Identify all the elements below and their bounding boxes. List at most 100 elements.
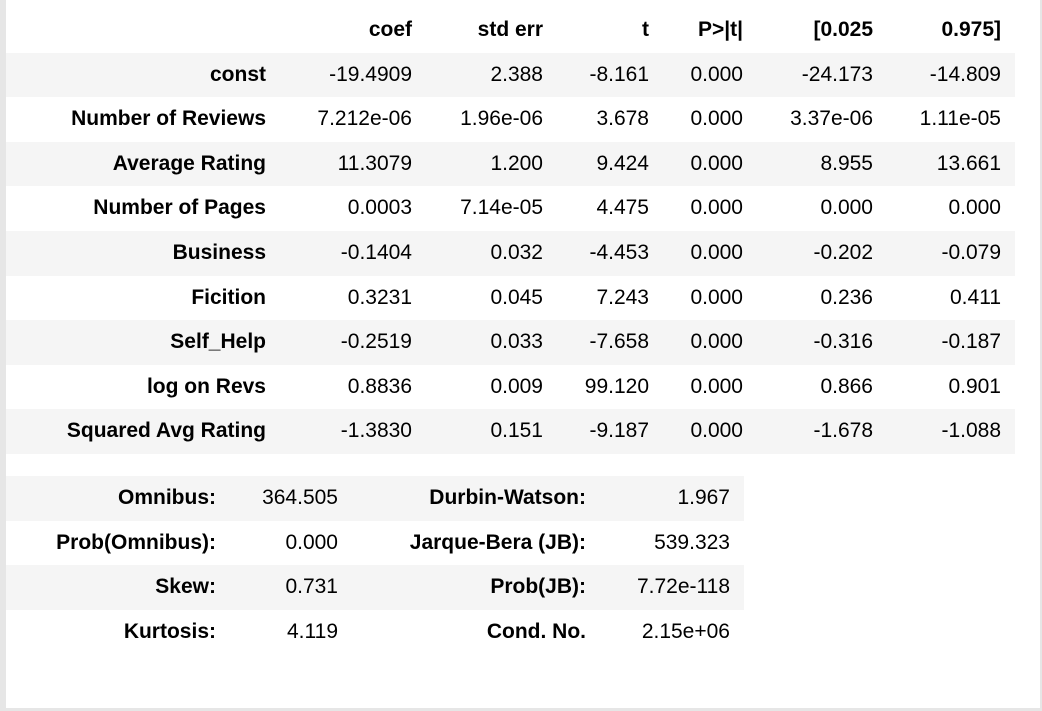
row-label: Number of Reviews <box>71 107 266 131</box>
regression-output: coef std err t P>|t| [0.025 0.975] const… <box>6 0 1040 708</box>
cell-ci-upper: -0.079 <box>941 240 1001 264</box>
cell-std-err: 1.96e-06 <box>460 107 543 131</box>
cell-ci-upper: 0.411 <box>950 285 1001 309</box>
cell-t: -8.161 <box>589 62 649 86</box>
diag-label: Cond. No. <box>486 619 586 643</box>
table-row: Squared Avg Rating -1.3830 0.151 -9.187 … <box>6 409 1015 454</box>
diag-label: Durbin-Watson: <box>429 486 586 509</box>
cell-p-value: 0.000 <box>690 107 743 131</box>
header-blank <box>6 8 280 53</box>
cell-p-value: 0.000 <box>690 419 743 443</box>
cell-p-value: 0.000 <box>690 62 743 86</box>
diag-label: Prob(Omnibus): <box>56 530 216 554</box>
cell-t: 4.475 <box>596 196 649 220</box>
table-row: log on Revs 0.8836 0.009 99.120 0.000 0.… <box>6 365 1015 410</box>
cell-t: -4.453 <box>589 240 649 264</box>
cell-coef: 7.212e-06 <box>317 107 412 131</box>
cell-coef: -1.3830 <box>340 419 412 443</box>
table-row: Number of Reviews 7.212e-06 1.96e-06 3.6… <box>6 97 1015 142</box>
diag-value: 7.72e-118 <box>636 575 730 599</box>
row-label: const <box>209 62 266 86</box>
diag-value: 0.731 <box>285 575 338 599</box>
header-std-err: std err <box>477 18 543 41</box>
diag-label: Omnibus: <box>118 486 216 509</box>
diag-label: Jarque-Bera (JB): <box>409 530 586 554</box>
cell-p-value: 0.000 <box>690 374 743 398</box>
cell-std-err: 0.009 <box>490 374 543 398</box>
row-label: Squared Avg Rating <box>66 419 266 443</box>
table-row: const -19.4909 2.388 -8.161 0.000 -24.17… <box>6 52 1015 98</box>
diag-value: 1.967 <box>677 486 730 509</box>
header-p-value: P>|t| <box>697 18 743 41</box>
cell-ci-lower: -1.678 <box>813 419 873 443</box>
row-label: Number of Pages <box>93 196 266 220</box>
row-label: Ficition <box>191 285 266 309</box>
diag-label: Prob(JB): <box>490 575 586 599</box>
cell-ci-lower: 0.866 <box>820 374 873 398</box>
cell-coef: -0.2519 <box>340 330 412 354</box>
cell-ci-lower: -0.316 <box>813 330 873 354</box>
cell-ci-upper: 0.000 <box>948 196 1001 220</box>
diag-value: 2.15e+06 <box>641 619 730 643</box>
cell-t: 9.424 <box>596 151 649 175</box>
diag-value: 4.119 <box>287 619 338 643</box>
header-ci-upper: 0.975] <box>941 18 1001 41</box>
cell-ci-upper: -0.187 <box>941 330 1001 354</box>
row-label: Average Rating <box>112 151 266 175</box>
diag-label: Skew: <box>155 575 216 599</box>
diagnostics-table: Omnibus: 364.505 Durbin-Watson: 1.967 Pr… <box>6 476 744 654</box>
cell-std-err: 0.151 <box>490 419 543 443</box>
table-row: Business -0.1404 0.032 -4.453 0.000 -0.2… <box>6 230 1015 276</box>
cell-p-value: 0.000 <box>690 330 743 354</box>
cell-ci-lower: 8.955 <box>820 151 873 175</box>
cell-std-err: 7.14e-05 <box>460 196 543 220</box>
cell-ci-upper: -14.809 <box>929 62 1001 86</box>
table-row: Skew: 0.731 Prob(JB): 7.72e-118 <box>6 565 744 610</box>
diag-value: 539.323 <box>654 530 730 554</box>
table-row: Kurtosis: 4.119 Cond. No. 2.15e+06 <box>6 610 744 655</box>
table-row: Ficition 0.3231 0.045 7.243 0.000 0.236 … <box>6 276 1015 321</box>
cell-std-err: 0.032 <box>490 240 543 264</box>
cell-p-value: 0.000 <box>690 285 743 309</box>
cell-ci-lower: -24.173 <box>801 62 873 86</box>
coefficient-header-row: coef std err t P>|t| [0.025 0.975] <box>6 8 1015 53</box>
table-row: Self_Help -0.2519 0.033 -7.658 0.000 -0.… <box>6 320 1015 365</box>
cell-coef: -19.4909 <box>329 62 412 86</box>
diag-label: Kurtosis: <box>123 619 216 643</box>
table-row: Average Rating 11.3079 1.200 9.424 0.000… <box>6 141 1015 187</box>
cell-t: -7.658 <box>589 330 649 354</box>
coefficient-table: coef std err t P>|t| [0.025 0.975] const… <box>6 8 1015 454</box>
cell-std-err: 1.200 <box>490 151 543 175</box>
cell-t: -9.187 <box>589 419 649 443</box>
cell-ci-upper: 13.661 <box>936 151 1001 175</box>
cell-std-err: 0.033 <box>490 330 543 354</box>
cell-coef: 11.3079 <box>337 151 412 175</box>
table-row: Prob(Omnibus): 0.000 Jarque-Bera (JB): 5… <box>6 521 744 566</box>
table-row: Omnibus: 364.505 Durbin-Watson: 1.967 <box>6 476 744 521</box>
cell-ci-lower: -0.202 <box>813 240 873 264</box>
cell-std-err: 2.388 <box>490 62 543 86</box>
cell-p-value: 0.000 <box>690 240 743 264</box>
cell-ci-upper: -1.088 <box>941 419 1001 443</box>
cell-coef: 0.3231 <box>347 285 412 309</box>
cell-t: 3.678 <box>596 107 649 131</box>
cell-std-err: 0.045 <box>490 285 543 309</box>
header-coef: coef <box>368 18 412 41</box>
cell-ci-lower: 0.236 <box>820 285 873 309</box>
cell-ci-upper: 1.11e-05 <box>919 107 1001 131</box>
cell-ci-lower: 3.37e-06 <box>790 107 873 131</box>
table-row: Number of Pages 0.0003 7.14e-05 4.475 0.… <box>6 186 1015 231</box>
cell-coef: -0.1404 <box>340 240 412 264</box>
diag-value: 364.505 <box>262 486 338 509</box>
cell-p-value: 0.000 <box>690 196 743 220</box>
cell-ci-lower: 0.000 <box>820 196 873 220</box>
row-label: Business <box>172 240 266 264</box>
cell-coef: 0.0003 <box>347 196 412 220</box>
header-t: t <box>642 18 649 41</box>
row-label: Self_Help <box>170 330 266 354</box>
cell-coef: 0.8836 <box>347 374 412 398</box>
cell-t: 99.120 <box>584 374 649 398</box>
diag-value: 0.000 <box>285 530 338 554</box>
cell-t: 7.243 <box>596 285 649 309</box>
cell-ci-upper: 0.901 <box>948 374 1001 398</box>
